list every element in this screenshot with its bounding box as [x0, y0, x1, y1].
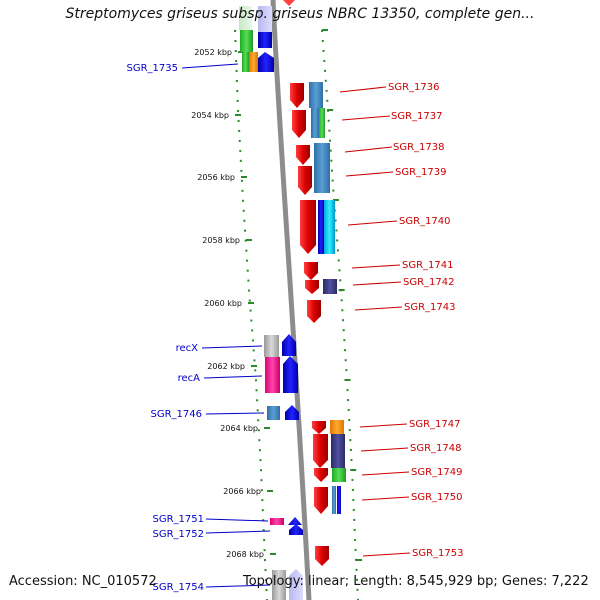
gene-block: [239, 6, 252, 30]
gene-arrow: [258, 52, 274, 72]
gene-arrow: [300, 200, 316, 254]
gene-label-sgr-1742[interactable]: SGR_1742: [403, 277, 455, 288]
gene-block: [264, 335, 279, 357]
leader-lines: [181, 63, 411, 588]
gene-block: [314, 143, 330, 193]
gene-arrow: [304, 262, 318, 280]
gene-arrow: [288, 517, 302, 525]
gene-label-sgr-1750[interactable]: SGR_1750: [411, 492, 463, 503]
gene-arrow: [298, 166, 312, 195]
gene-arrow: [289, 569, 303, 600]
gene-arrow: [314, 487, 328, 514]
gene-block: [331, 434, 345, 468]
gene-arrow: [315, 546, 329, 566]
gene-label-sgr-1754[interactable]: SGR_1754: [153, 582, 205, 593]
gene-label-sgr-1741[interactable]: SGR_1741: [402, 260, 454, 271]
gene-arrow: [289, 524, 303, 535]
gene-arrow: [312, 421, 326, 434]
gene-label-sgr-1737[interactable]: SGR_1737: [391, 111, 443, 122]
gene-label-sgr-1749[interactable]: SGR_1749: [411, 467, 463, 478]
forward-gene-labels: SGR_1735 recX recA SGR_1746 SGR_1751 SGR_1752…: [127, 63, 205, 593]
gene-block: [272, 570, 286, 600]
scale-label: 2060 kbp: [204, 299, 242, 308]
reverse-genes: [290, 82, 346, 566]
scale-label: 2068 kbp: [226, 550, 264, 559]
gene-label-recx[interactable]: recX: [176, 343, 199, 354]
gene-arrow: [307, 300, 321, 323]
scale-label: 2056 kbp: [197, 173, 235, 182]
scale-label: 2064 kbp: [220, 424, 258, 433]
gene-arrow: [296, 145, 310, 165]
gene-block: [249, 52, 258, 72]
gene-label-sgr-1739[interactable]: SGR_1739: [395, 167, 447, 178]
gene-label-sgr-1751[interactable]: SGR_1751: [153, 514, 205, 525]
gene-block: [311, 108, 319, 138]
gene-label-sgr-1738[interactable]: SGR_1738: [393, 142, 445, 153]
gene-block: [332, 468, 346, 482]
gene-block: [242, 52, 249, 72]
genome-backbone: [270, 0, 312, 600]
gene-block: [309, 82, 323, 108]
gene-block: [318, 200, 324, 254]
gene-arrow: [313, 434, 328, 468]
gene-block: [240, 30, 253, 52]
gene-label-sgr-1735[interactable]: SGR_1735: [127, 63, 179, 74]
scale-label: 2066 kbp: [223, 487, 261, 496]
gene-block: [330, 420, 344, 434]
scale-label: 2058 kbp: [202, 236, 240, 245]
reverse-gene-labels: SGR_1736 SGR_1737 SGR_1738 SGR_1739 SGR_1740…: [388, 82, 464, 559]
gene-arrow: [292, 110, 306, 138]
scale-label: 2052 kbp: [194, 48, 232, 57]
gene-arrow: [285, 405, 299, 420]
gene-label-sgr-1740[interactable]: SGR_1740: [399, 216, 451, 227]
gene-label-sgr-1736[interactable]: SGR_1736: [388, 82, 440, 93]
gene-arrow: [282, 334, 296, 356]
gene-block: [332, 486, 336, 514]
genome-summary-text: Topology: linear; Length: 8,545,929 bp; …: [243, 574, 589, 589]
gene-label-sgr-1746[interactable]: SGR_1746: [151, 409, 203, 420]
gene-block: [323, 279, 337, 294]
gene-arrow: [305, 280, 319, 294]
gene-arrow: [258, 32, 272, 48]
gene-block: [265, 357, 280, 393]
gene-label-sgr-1753[interactable]: SGR_1753: [412, 548, 464, 559]
gene-block: [337, 486, 341, 514]
gene-label-sgr-1743[interactable]: SGR_1743: [404, 302, 456, 313]
gene-arrow: [290, 83, 304, 108]
genome-title: Streptomyces griseus subsp. griseus NBRC…: [65, 6, 535, 22]
gene-arrow: [314, 468, 328, 482]
forward-genes: [239, 6, 303, 600]
gene-arrow: [283, 356, 298, 393]
scale-label: 2062 kbp: [207, 362, 245, 371]
gene-block: [324, 200, 335, 254]
gene-label-reca[interactable]: recA: [178, 373, 201, 384]
gene-block: [319, 108, 325, 138]
gene-block: [270, 518, 284, 525]
accession-text: Accession: NC_010572: [9, 574, 157, 589]
gene-fragment-top: [283, 0, 295, 6]
scale-labels: 2052 kbp 2054 kbp 2056 kbp 2058 kbp 2060 kbp…: [191, 48, 264, 559]
gene-label-sgr-1747[interactable]: SGR_1747: [409, 419, 461, 430]
gene-arrow: [258, 6, 272, 32]
gene-label-sgr-1752[interactable]: SGR_1752: [153, 529, 205, 540]
gene-label-sgr-1748[interactable]: SGR_1748: [410, 443, 462, 454]
gene-block: [267, 406, 280, 420]
scale-label: 2054 kbp: [191, 111, 229, 120]
